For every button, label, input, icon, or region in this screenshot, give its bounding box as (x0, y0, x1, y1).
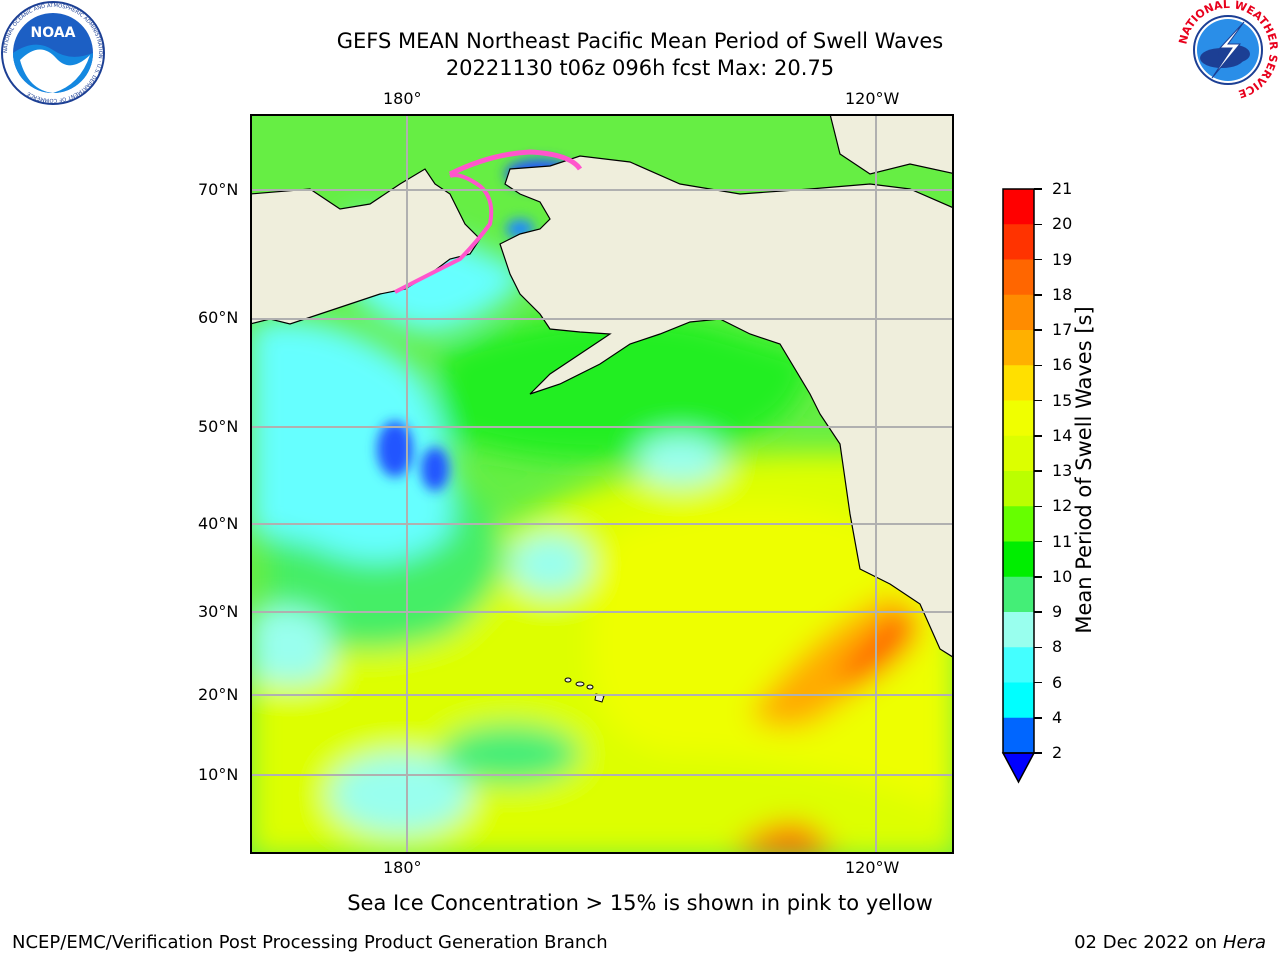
sea-ice-edge (394, 173, 494, 294)
colorbar-tick-label: 13 (1052, 461, 1073, 480)
colorbar-tick-label: 6 (1052, 672, 1063, 692)
colorbar-tick-mark (1034, 223, 1042, 225)
colorbar-tick-mark (1034, 188, 1042, 190)
colorbar-tick-mark (1034, 435, 1042, 437)
colorbar-tick-mark (1034, 364, 1042, 366)
colorbar-tick-mark (1034, 540, 1042, 543)
colorbar-tick-label: 19 (1052, 249, 1073, 269)
map-subtitle: 20221130 t06z 096h fcst Max: 20.75 (445, 56, 835, 80)
colorbar-tick-label: 15 (1052, 390, 1073, 410)
noaa-logo-text: NOAA (31, 25, 76, 41)
colorbar-tick-mark (1034, 717, 1042, 719)
lat-label-50n: 50°N (198, 417, 239, 436)
colorbar-tick-mark (1034, 258, 1042, 261)
colorbar-block (1003, 294, 1034, 331)
colorbar-block (1003, 365, 1034, 401)
colorbar-tick-mark (1034, 752, 1042, 754)
colorbar-tick-label: 12 (1052, 496, 1073, 516)
footer-host: Hera (1222, 932, 1266, 953)
colorbar-block (1003, 647, 1034, 683)
colorbar-tick-label: 11 (1052, 531, 1073, 551)
colorbar-block (1003, 576, 1034, 613)
colorbar-tick-label: 2 (1052, 743, 1063, 762)
swell-period-contours (251, 214, 953, 853)
colorbar-tick-mark (1034, 470, 1042, 472)
lat-label-60n: 60°N (198, 308, 239, 327)
colorbar-tick-label: 4 (1052, 707, 1063, 727)
colorbar-block (1003, 471, 1034, 507)
colorbar-block (1003, 435, 1034, 472)
graticule (251, 115, 953, 853)
footer-branch: NCEP/EMC/Verification Post Processing Pr… (12, 932, 608, 953)
lon-label-bottom-180: 180° (383, 858, 422, 877)
colorbar-tick-mark (1034, 611, 1042, 613)
nws-logo: NATIONAL WEATHER SERVICE (1176, 0, 1280, 100)
colorbar-block (1003, 682, 1034, 719)
land-arctic-islands (829, 115, 953, 175)
colorbar-tick-mark (1034, 646, 1042, 648)
colorbar (1001, 188, 1036, 784)
colorbar-tick-mark (1034, 329, 1042, 331)
footer-date: 02 Dec 2022 on Hera (1074, 932, 1266, 953)
colorbar-block (1003, 224, 1034, 260)
lon-label-top-120w: 120°W (845, 89, 900, 108)
colorbar-tick-mark (1034, 681, 1042, 684)
map-frame (250, 114, 954, 854)
colorbar-block (1003, 506, 1034, 542)
land-north-america (499, 155, 953, 658)
lon-label-bottom-120w: 120°W (845, 858, 900, 877)
colorbar-tick-label: 9 (1052, 602, 1063, 621)
colorbar-extend-triangle (1001, 752, 1036, 784)
noaa-logo: NOAA NATIONAL OCEANIC AND ATMOSPHERIC AD… (1, 1, 105, 105)
colorbar-tick-label: 10 (1052, 566, 1073, 586)
colorbar-tick-label: 14 (1052, 425, 1073, 445)
colorbar-block (1003, 259, 1034, 296)
lon-label-top-180: 180° (383, 89, 422, 108)
colorbar-tick-label: 21 (1052, 179, 1073, 198)
colorbar-tick-label: 18 (1052, 284, 1073, 304)
colorbar-tick-label: 16 (1052, 355, 1073, 375)
lat-label-70n: 70°N (198, 180, 239, 199)
lat-label-20n: 20°N (198, 685, 239, 704)
colorbar-tick-mark (1034, 505, 1042, 507)
lat-label-40n: 40°N (198, 514, 239, 533)
colorbar-block (1003, 612, 1034, 648)
colorbar-tick-label: 17 (1052, 320, 1073, 339)
colorbar-tick-label: 8 (1052, 637, 1063, 657)
lat-label-10n: 10°N (198, 765, 239, 784)
colorbar-tick-mark (1034, 294, 1042, 296)
sea-ice-caption: Sea Ice Concentration > 15% is shown in … (347, 891, 933, 915)
colorbar-block (1003, 189, 1034, 225)
colorbar-label: Mean Period of Swell Waves [s] (1072, 306, 1096, 634)
lat-label-30n: 30°N (198, 602, 239, 621)
map-title: GEFS MEAN Northeast Pacific Mean Period … (336, 29, 944, 53)
colorbar-block (1003, 330, 1034, 366)
colorbar-block (1003, 541, 1034, 578)
colorbar-tick-label: 20 (1052, 214, 1073, 234)
swell-period-map (250, 114, 954, 854)
colorbar-block (1003, 717, 1034, 754)
colorbar-tick-mark (1034, 399, 1042, 402)
colorbar-tick-mark (1034, 576, 1042, 578)
colorbar-block (1003, 400, 1034, 437)
footer-date-text: 02 Dec 2022 on (1074, 932, 1218, 953)
land-siberia (251, 168, 481, 325)
